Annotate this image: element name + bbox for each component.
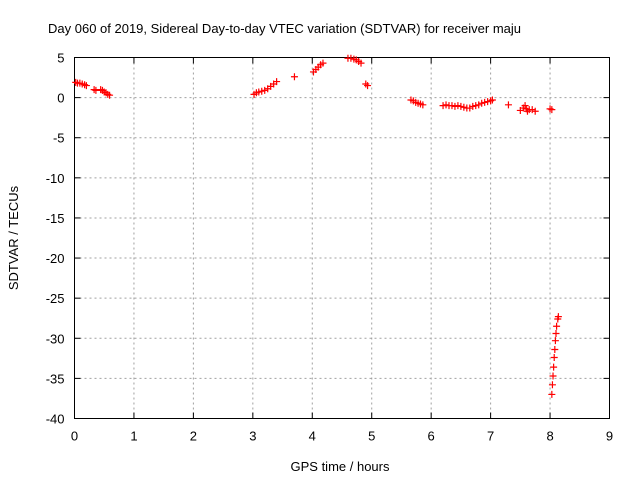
data-point <box>521 102 529 110</box>
y-tick-label: -35 <box>46 371 65 386</box>
data-point <box>290 73 298 81</box>
data-point <box>261 86 269 94</box>
y-tick-label: -25 <box>46 291 65 306</box>
y-tick-label: -5 <box>53 131 65 146</box>
point-layer <box>72 54 562 398</box>
chart-title: Day 060 of 2019, Sidereal Day-to-day VTE… <box>48 21 521 36</box>
x-tick-label: 1 <box>130 429 137 444</box>
data-point <box>504 101 512 109</box>
y-tick-label: -40 <box>46 412 65 427</box>
y-tick-label: 5 <box>57 51 64 66</box>
x-tick-label: 9 <box>606 429 613 444</box>
plot-frame <box>74 57 610 419</box>
data-point <box>484 98 492 106</box>
x-tick-label: 2 <box>190 429 197 444</box>
data-point <box>362 80 370 88</box>
data-point <box>90 86 98 94</box>
data-point <box>82 82 90 90</box>
data-point <box>552 329 560 337</box>
data-point <box>92 86 100 94</box>
data-point <box>475 101 483 109</box>
y-tick-label: -20 <box>46 251 65 266</box>
data-point <box>551 337 559 345</box>
data-point <box>460 103 468 111</box>
data-point <box>364 82 372 90</box>
data-point <box>273 78 281 86</box>
data-point <box>481 98 489 106</box>
x-tick-label: 6 <box>428 429 435 444</box>
y-tick-label: 0 <box>57 91 64 106</box>
data-point <box>258 87 266 95</box>
x-tick-label: 3 <box>249 429 256 444</box>
data-point <box>451 102 459 110</box>
data-point <box>478 99 486 107</box>
data-point <box>554 313 562 321</box>
data-point <box>550 354 558 362</box>
x-axis-label: GPS time / hours <box>291 459 390 474</box>
data-point <box>472 102 480 110</box>
y-tick-label: -30 <box>46 331 65 346</box>
tick-layer: 0 1 2 3 4 5 6 7 8 9 5 0 -5 -10 -15 -20 -25 -30 -35 -40 <box>46 51 613 444</box>
data-point <box>548 390 556 398</box>
data-point <box>548 381 556 389</box>
y-tick-label: -15 <box>46 211 65 226</box>
data-point <box>357 59 365 67</box>
data-point <box>528 106 536 114</box>
data-point <box>72 78 80 86</box>
x-tick-label: 0 <box>71 429 78 444</box>
data-point <box>548 106 556 114</box>
data-point <box>553 322 561 330</box>
x-tick-label: 8 <box>546 429 553 444</box>
y-tick-label: -10 <box>46 171 65 186</box>
data-point <box>551 346 559 354</box>
y-axis-label: SDTVAR / TECUs <box>6 185 21 290</box>
grid-layer <box>74 57 610 419</box>
data-point <box>442 101 450 109</box>
data-point <box>448 102 456 110</box>
data-point <box>454 102 462 110</box>
data-point <box>347 54 355 62</box>
data-point <box>457 102 465 110</box>
data-point <box>549 372 557 380</box>
x-tick-label: 4 <box>309 429 316 444</box>
data-point <box>439 102 447 110</box>
data-point <box>319 59 327 67</box>
data-point <box>419 101 427 109</box>
x-tick-label: 5 <box>368 429 375 444</box>
data-point <box>550 363 558 371</box>
x-tick-label: 7 <box>487 429 494 444</box>
data-point <box>531 107 539 115</box>
data-point <box>546 105 554 113</box>
data-point <box>488 96 496 104</box>
data-point <box>466 104 474 112</box>
data-point <box>255 88 263 96</box>
data-point <box>469 102 477 110</box>
data-point <box>106 91 114 99</box>
